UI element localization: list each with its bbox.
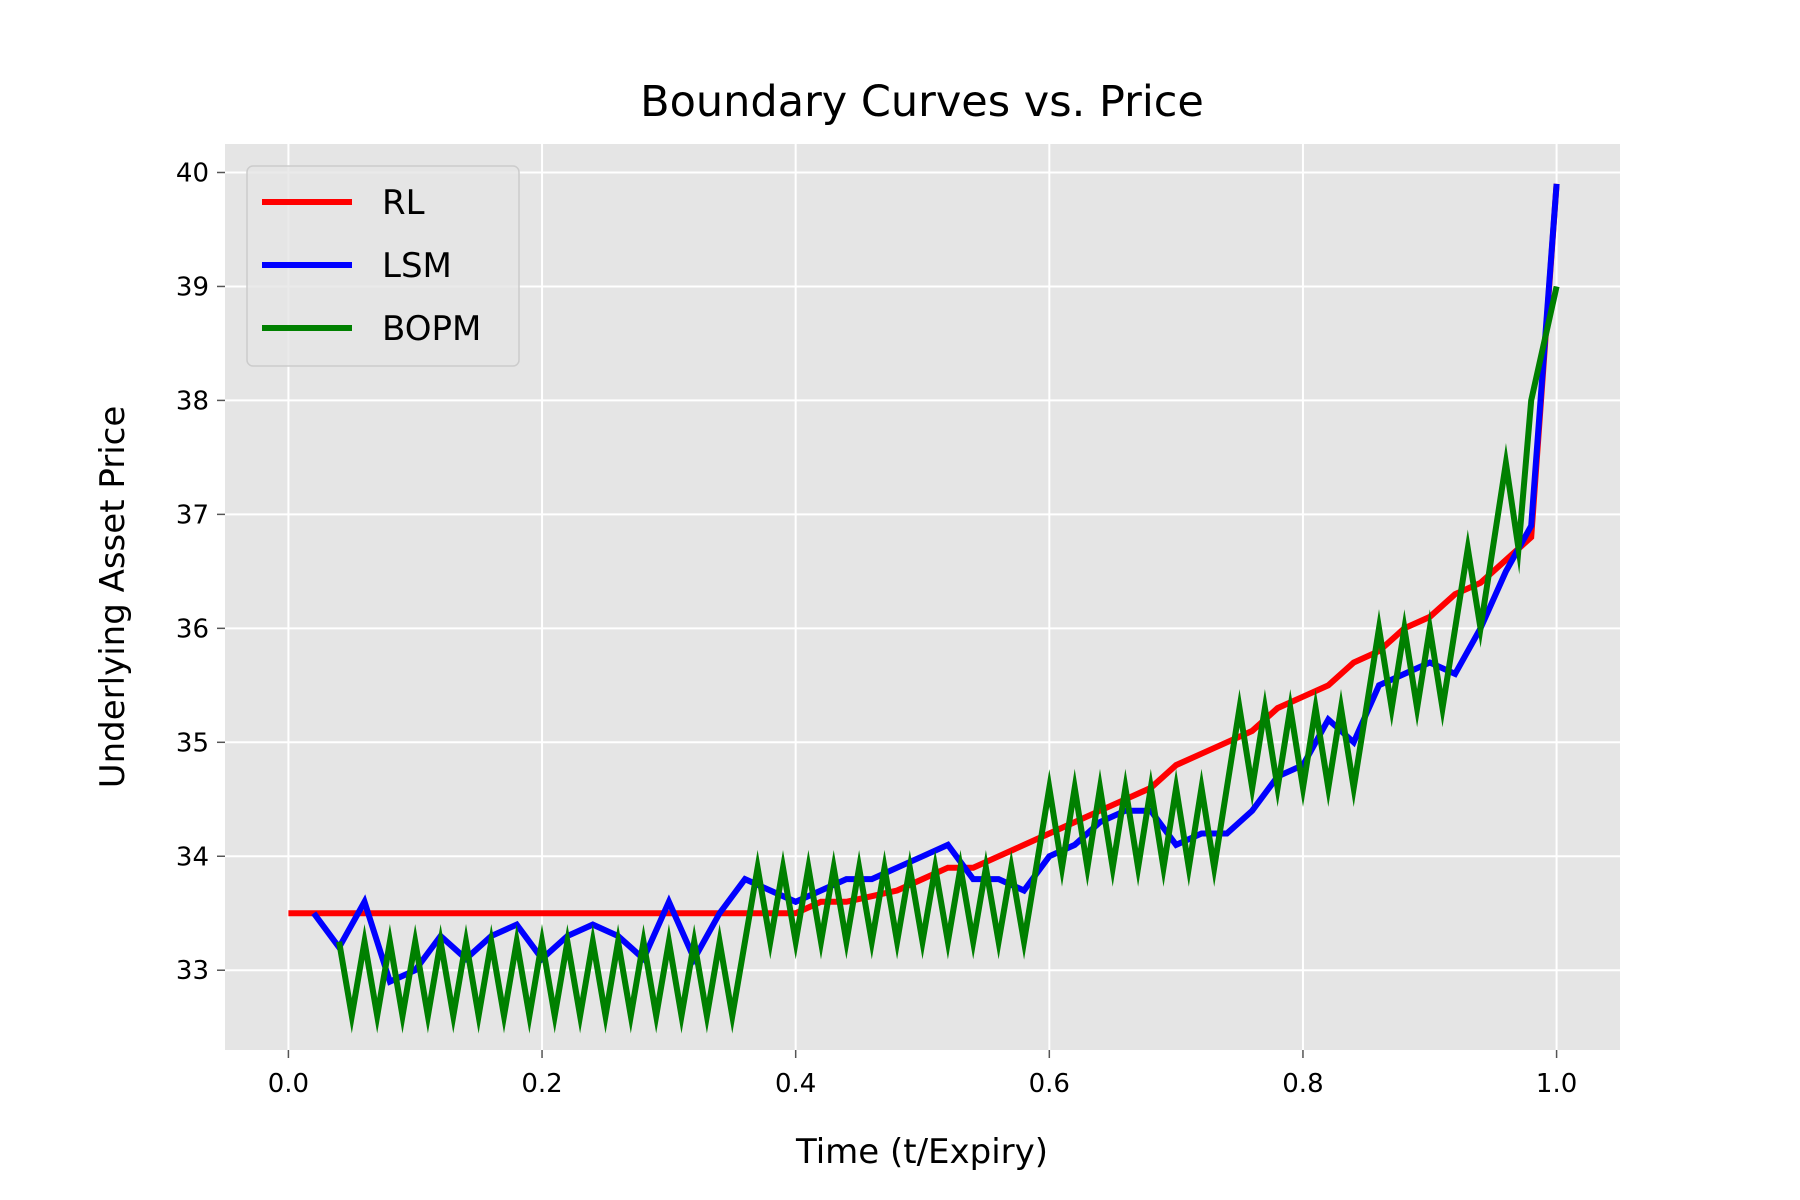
y-ticks: 33 34 35 36 37 38 39 40 bbox=[176, 158, 225, 986]
chart-title: Boundary Curves vs. Price bbox=[640, 77, 1204, 127]
x-ticks: 0.0 0.2 0.4 0.6 0.8 1.0 bbox=[268, 1050, 1577, 1099]
y-tick-label: 36 bbox=[176, 614, 209, 644]
series-line-rl bbox=[288, 183, 1560, 917]
y-tick-label: 34 bbox=[176, 842, 209, 872]
x-tick-label: 1.0 bbox=[1536, 1069, 1577, 1099]
y-tick-label: 39 bbox=[176, 272, 209, 302]
x-tick-label: 0.6 bbox=[1029, 1069, 1070, 1099]
y-tick-label: 35 bbox=[176, 728, 209, 758]
y-tick-label: 40 bbox=[176, 158, 209, 188]
x-tick-label: 0.4 bbox=[775, 1069, 816, 1099]
series-lines bbox=[288, 183, 1560, 1034]
legend-label-rl: RL bbox=[382, 183, 425, 223]
x-tick-label: 0.2 bbox=[521, 1069, 562, 1099]
x-tick-label: 0.8 bbox=[1282, 1069, 1323, 1099]
legend-label-lsm: LSM bbox=[382, 246, 452, 286]
x-axis-label: Time (t/Expiry) bbox=[795, 1132, 1048, 1172]
x-tick-label: 0.0 bbox=[268, 1069, 309, 1099]
legend: RL LSM BOPM bbox=[246, 165, 520, 367]
y-axis-label: Underlying Asset Price bbox=[93, 406, 133, 789]
legend-label-bopm: BOPM bbox=[382, 309, 481, 349]
y-tick-label: 37 bbox=[176, 500, 209, 530]
y-tick-label: 38 bbox=[176, 386, 209, 416]
y-tick-label: 33 bbox=[176, 956, 209, 986]
series-line-bopm bbox=[336, 285, 1560, 1034]
legend-frame bbox=[246, 165, 520, 367]
